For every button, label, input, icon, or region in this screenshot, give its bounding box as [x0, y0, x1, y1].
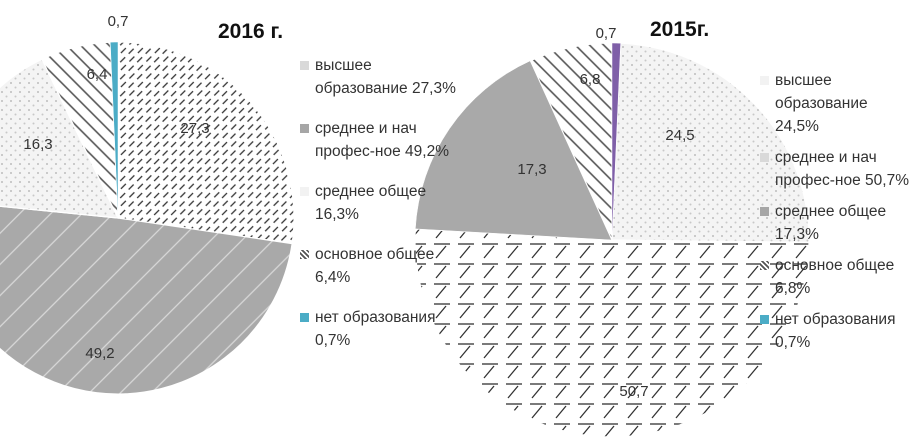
pie-slice	[611, 42, 810, 244]
legend-marker	[760, 261, 769, 270]
pie-slice	[109, 41, 119, 219]
slice-data-label: 49,2	[85, 345, 114, 362]
legend-2015: высшее образование 24,5% среднее и нач п…	[760, 69, 910, 354]
legend-item: среднее общее 16,3%	[300, 180, 480, 226]
legend-label: высшее образование 27,3%	[315, 57, 456, 97]
pie-slice	[0, 205, 293, 395]
pie-slice	[414, 228, 810, 438]
legend-marker	[760, 76, 769, 85]
slice-data-label: 24,5	[665, 127, 694, 144]
legend-label: нет образования 0,7%	[315, 309, 436, 349]
legend-marker	[300, 250, 309, 259]
pie-slice	[117, 41, 295, 245]
pie-2016: 27,3 49,2 16,3 6,4 0,7 2016 г.	[0, 13, 295, 395]
legend-item: среднее общее 17,3%	[760, 200, 910, 246]
slice-data-label: 6,4	[87, 66, 108, 83]
legend-label: высшее образование 24,5%	[775, 72, 868, 135]
legend-2016: высшее образование 27,3% среднее и нач п…	[300, 54, 480, 352]
legend-item: высшее образование 27,3%	[300, 54, 480, 100]
legend-item: среднее и нач профес-ное 49,2%	[300, 117, 480, 163]
legend-label: среднее и нач профес-ное 49,2%	[315, 120, 449, 160]
legend-label: основное общее 6,4%	[315, 246, 435, 286]
slice-data-label: 16,3	[23, 136, 52, 153]
slice-data-label: 0,7	[108, 13, 129, 30]
legend-item: основное общее 6,8%	[760, 254, 910, 300]
slice-data-label: 50,7	[619, 383, 648, 400]
legend-marker	[300, 61, 309, 70]
legend-item: высшее образование 24,5%	[760, 69, 910, 138]
legend-item: нет образования 0,7%	[300, 306, 480, 352]
slice-data-label: 27,3	[180, 120, 209, 137]
chart-title: 2016 г.	[218, 20, 283, 43]
pie-slice	[611, 42, 621, 241]
legend-item: среднее и нач профес-ное 50,7%	[760, 146, 910, 192]
chart-title: 2015г.	[650, 18, 709, 41]
legend-marker	[760, 153, 769, 162]
legend-label: среднее общее 16,3%	[315, 183, 427, 223]
slice-data-label: 6,8	[580, 71, 601, 88]
legend-item: нет образования 0,7%	[760, 308, 910, 354]
pie-slice	[415, 60, 613, 241]
legend-marker	[760, 207, 769, 216]
legend-marker	[300, 313, 309, 322]
legend-label: среднее и нач профес-ное 50,7%	[775, 149, 909, 189]
legend-marker	[760, 315, 769, 324]
legend-label: основное общее 6,8%	[775, 257, 895, 297]
slice-data-label: 0,7	[596, 25, 617, 42]
legend-label: среднее общее 17,3%	[775, 203, 887, 243]
legend-item: основное общее 6,4%	[300, 243, 480, 289]
legend-marker	[300, 187, 309, 196]
pie-slice	[0, 58, 120, 219]
slice-data-label: 17,3	[517, 161, 546, 178]
legend-marker	[300, 124, 309, 133]
pie-2015: 24,5 50,7 17,3 6,8 0,7 2015г.	[414, 18, 810, 438]
legend-label: нет образования 0,7%	[775, 311, 896, 351]
